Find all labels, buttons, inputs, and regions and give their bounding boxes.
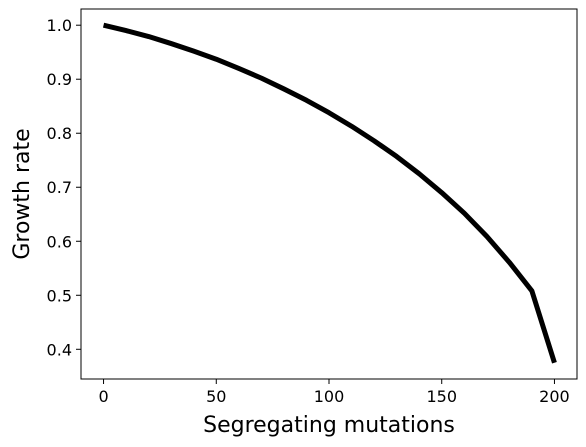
- y-axis-label: Growth rate: [10, 128, 35, 259]
- y-tick-label: 0.8: [47, 124, 72, 143]
- x-tick-label: 150: [426, 387, 457, 406]
- plot-area: [102, 22, 557, 364]
- series-line-0: [102, 22, 557, 364]
- x-tick-label: 0: [98, 387, 108, 406]
- y-tick-label: 0.7: [47, 178, 72, 197]
- y-tick-label: 1.0: [47, 16, 72, 35]
- y-tick-label: 0.6: [47, 232, 72, 251]
- y-tick-label: 0.5: [47, 286, 72, 305]
- y-axis-ticks: 0.4 0.5 0.6 0.7 0.8 0.9 1.0: [47, 16, 81, 359]
- y-tick-label: 0.9: [47, 70, 72, 89]
- x-tick-label: 100: [314, 387, 345, 406]
- x-tick-label: 50: [206, 387, 226, 406]
- y-tick-label: 0.4: [47, 340, 72, 359]
- x-tick-label: 200: [539, 387, 570, 406]
- x-axis-label: Segregating mutations: [203, 413, 455, 438]
- x-axis-ticks: 0 50 100 150 200: [98, 379, 570, 406]
